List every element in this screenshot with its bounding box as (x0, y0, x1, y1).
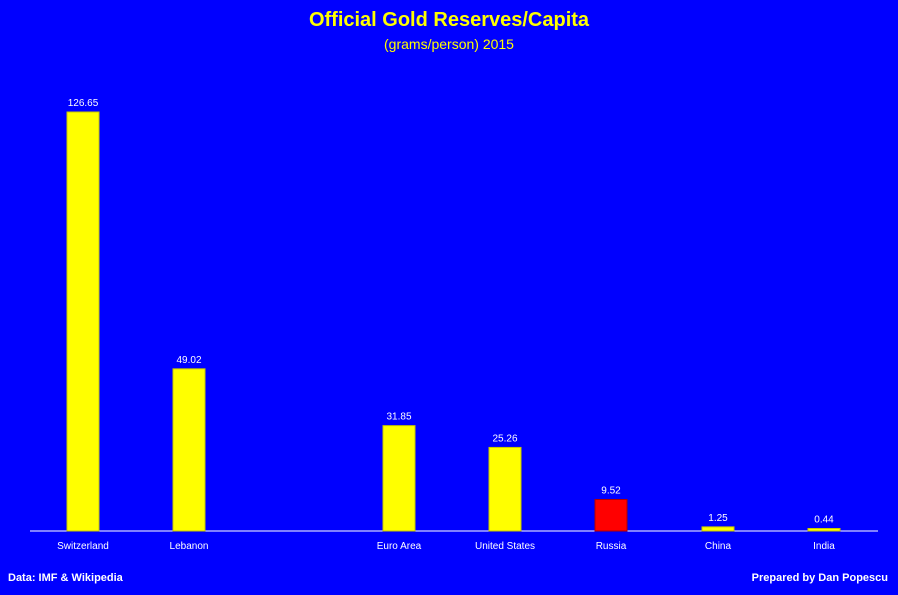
x-tick-label-switzerland: Switzerland (57, 541, 109, 552)
data-label-switzerland: 126.65 (68, 98, 99, 109)
x-tick-label-euro-area: Euro Area (377, 541, 422, 552)
x-tick-label-india: India (813, 541, 835, 552)
bar-switzerland (66, 111, 100, 532)
data-label-united-states: 25.26 (492, 433, 517, 444)
bar-india (807, 528, 841, 532)
x-tick-label-united-states: United States (475, 541, 535, 552)
x-tick-label-russia: Russia (596, 541, 627, 552)
bar-lebanon (172, 368, 206, 532)
chart-title: Official Gold Reserves/Capita (308, 9, 590, 31)
data-label-euro-area: 31.85 (386, 412, 411, 423)
bar-euro-area (382, 425, 416, 532)
data-label-lebanon: 49.02 (176, 355, 201, 366)
x-tick-label-lebanon: Lebanon (170, 541, 209, 552)
data-label-china: 1.25 (708, 513, 728, 524)
bar-china (701, 526, 735, 532)
chart-subtitle: (grams/person) 2015 (384, 36, 514, 52)
source-note: Data: IMF & Wikipedia (8, 572, 123, 584)
data-label-russia: 9.52 (601, 486, 621, 497)
bar-russia (594, 499, 628, 532)
data-label-india: 0.44 (814, 515, 834, 526)
bar-united-states (488, 446, 522, 532)
credit-note: Prepared by Dan Popescu (751, 572, 888, 584)
x-tick-label-china: China (705, 541, 732, 552)
